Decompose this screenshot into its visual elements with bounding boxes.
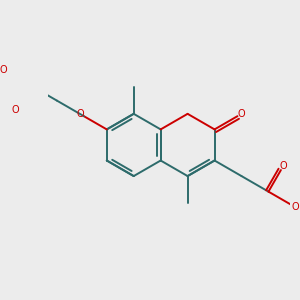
Text: O: O: [237, 109, 245, 119]
Text: O: O: [279, 161, 287, 171]
Text: O: O: [12, 105, 19, 115]
Text: O: O: [76, 109, 84, 119]
Text: O: O: [291, 202, 299, 212]
Text: O: O: [0, 65, 7, 75]
